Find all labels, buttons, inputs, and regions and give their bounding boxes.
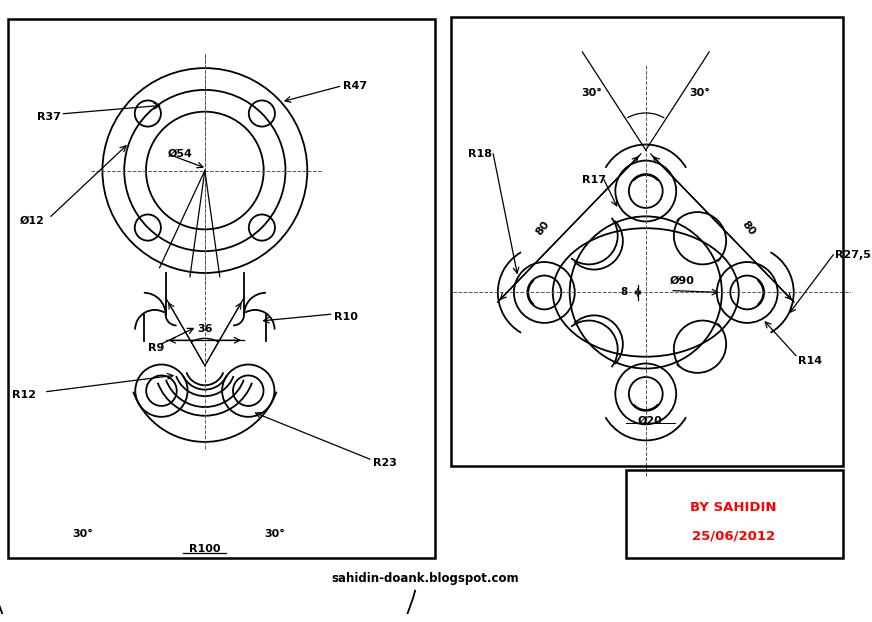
Text: R23: R23 <box>372 458 397 468</box>
Text: 25/06/2012: 25/06/2012 <box>692 530 775 543</box>
Text: Ø20: Ø20 <box>638 416 663 426</box>
Text: R12: R12 <box>11 390 36 400</box>
Text: R14: R14 <box>798 356 822 366</box>
Text: R10: R10 <box>334 312 358 322</box>
Text: R9: R9 <box>148 343 165 353</box>
Bar <box>451 17 843 466</box>
Text: 30°: 30° <box>72 529 93 539</box>
Text: R47: R47 <box>344 81 367 91</box>
Text: Ø54: Ø54 <box>167 149 193 159</box>
Text: 30°: 30° <box>264 529 285 539</box>
Bar <box>8 19 435 558</box>
Text: BY SAHIDIN: BY SAHIDIN <box>691 501 777 514</box>
Text: 8: 8 <box>621 287 628 297</box>
Bar <box>626 470 843 558</box>
Text: 80: 80 <box>535 219 552 237</box>
Text: 30°: 30° <box>582 88 603 98</box>
Text: Ø12: Ø12 <box>19 216 44 226</box>
Text: R18: R18 <box>468 149 492 159</box>
Text: Ø90: Ø90 <box>671 276 695 285</box>
Text: 30°: 30° <box>689 88 710 98</box>
Text: 36: 36 <box>197 323 213 333</box>
Text: 80: 80 <box>740 219 757 237</box>
Text: R100: R100 <box>189 544 221 554</box>
Text: R17: R17 <box>582 175 606 185</box>
Text: R27,5: R27,5 <box>835 251 871 261</box>
Text: R37: R37 <box>37 112 61 122</box>
Text: sahidin-doank.blogspot.com: sahidin-doank.blogspot.com <box>331 572 519 585</box>
